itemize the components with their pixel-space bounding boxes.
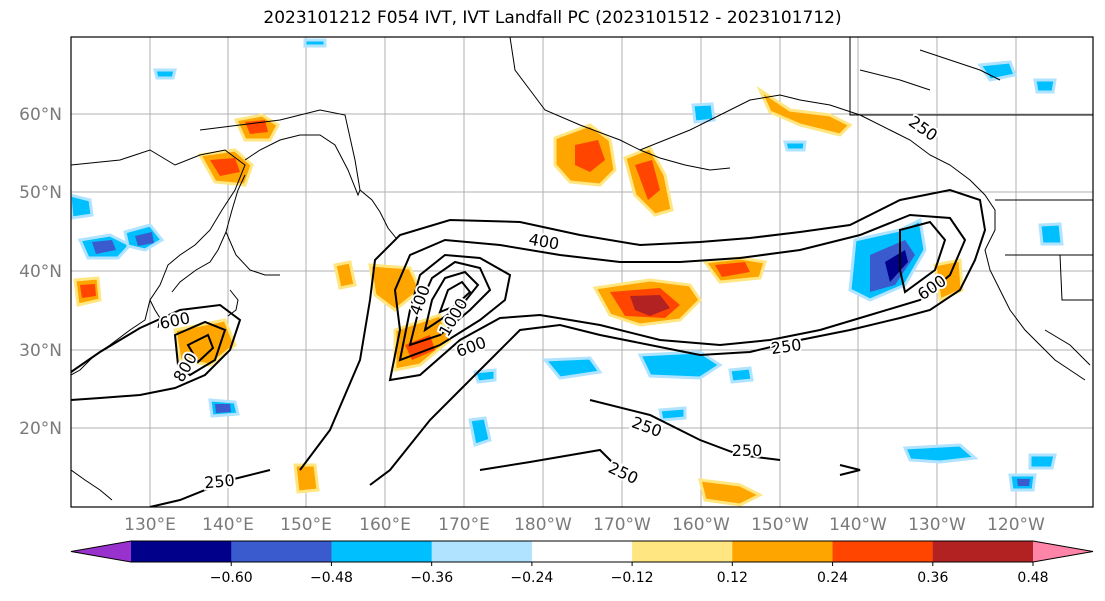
longitude-label: 130°E [124, 515, 176, 535]
map-title: 2023101212 F054 IVT, IVT Landfall PC (20… [263, 8, 842, 28]
longitude-label: 160°E [359, 515, 411, 535]
colorbar [70, 540, 1094, 563]
colorbar-segment [632, 541, 733, 562]
contour-label-halo: 250 [732, 441, 763, 460]
longitude-label: 120°W [987, 515, 1045, 535]
longitude-label: 160°W [672, 515, 730, 535]
latitude-label: 30°N [19, 341, 62, 361]
colorbar-tick-label: 0.48 [1017, 570, 1048, 586]
colorbar-tick-label: −0.36 [410, 570, 453, 586]
latitude-label: 60°N [19, 105, 62, 125]
colorbar-segment [531, 541, 633, 562]
ivt-landfall-pc-shading [71, 38, 1064, 507]
contour-label: 250 [203, 471, 235, 493]
colorbar-tick-label: 0.12 [717, 570, 748, 586]
colorbar-segment [932, 541, 1034, 562]
plot-frame [70, 36, 1094, 508]
colorbar-outline [70, 540, 1094, 563]
colorbar-ticks: −0.60 −0.48 −0.36 −0.24 −0.12 0.12 0.24 0.36 0.4… [210, 562, 1049, 586]
colorbar-extend-max [1033, 541, 1093, 562]
latitude-label: 20°N [19, 419, 62, 439]
contour-label: 250 [732, 441, 763, 460]
longitude-label: 170°E [438, 515, 490, 535]
colorbar-segment [131, 541, 232, 562]
colorbar-extend-min [71, 541, 131, 562]
colorbar-segment [732, 541, 834, 562]
longitude-label: 150°E [280, 515, 332, 535]
longitude-label: 180°W [514, 515, 572, 535]
longitude-label: 140°W [829, 515, 887, 535]
colorbar-tick-label: −0.60 [210, 570, 253, 586]
latitude-labels: 60°N 50°N 40°N 30°N 20°N [19, 105, 62, 439]
longitude-label: 130°W [908, 515, 966, 535]
colorbar-segment [331, 541, 433, 562]
colorbar-tick-label: −0.24 [510, 570, 553, 586]
colorbar-segment [431, 541, 533, 562]
colorbar-segment [231, 541, 332, 562]
latitude-label: 50°N [19, 183, 62, 203]
colorbar-tick-label: −0.12 [611, 570, 654, 586]
colorbar-tick-label: −0.48 [310, 570, 353, 586]
colorbar-tick-label: 0.24 [817, 570, 848, 586]
longitude-label: 140°E [202, 515, 254, 535]
latitude-label: 40°N [19, 262, 62, 282]
colorbar-tick-label: 0.36 [917, 570, 948, 586]
gridlines [71, 37, 1093, 507]
longitude-labels: 130°E 140°E 150°E 160°E 170°E 180°W 170°W 160°W… [124, 515, 1045, 535]
colorbar-segment [832, 541, 934, 562]
contour-label: 250 [770, 335, 803, 358]
longitude-label: 170°W [593, 515, 651, 535]
coastlines [71, 37, 1093, 501]
contour-label-halo: 400 [527, 230, 560, 254]
ivt-contours [71, 188, 987, 507]
longitude-label: 150°W [751, 515, 809, 535]
